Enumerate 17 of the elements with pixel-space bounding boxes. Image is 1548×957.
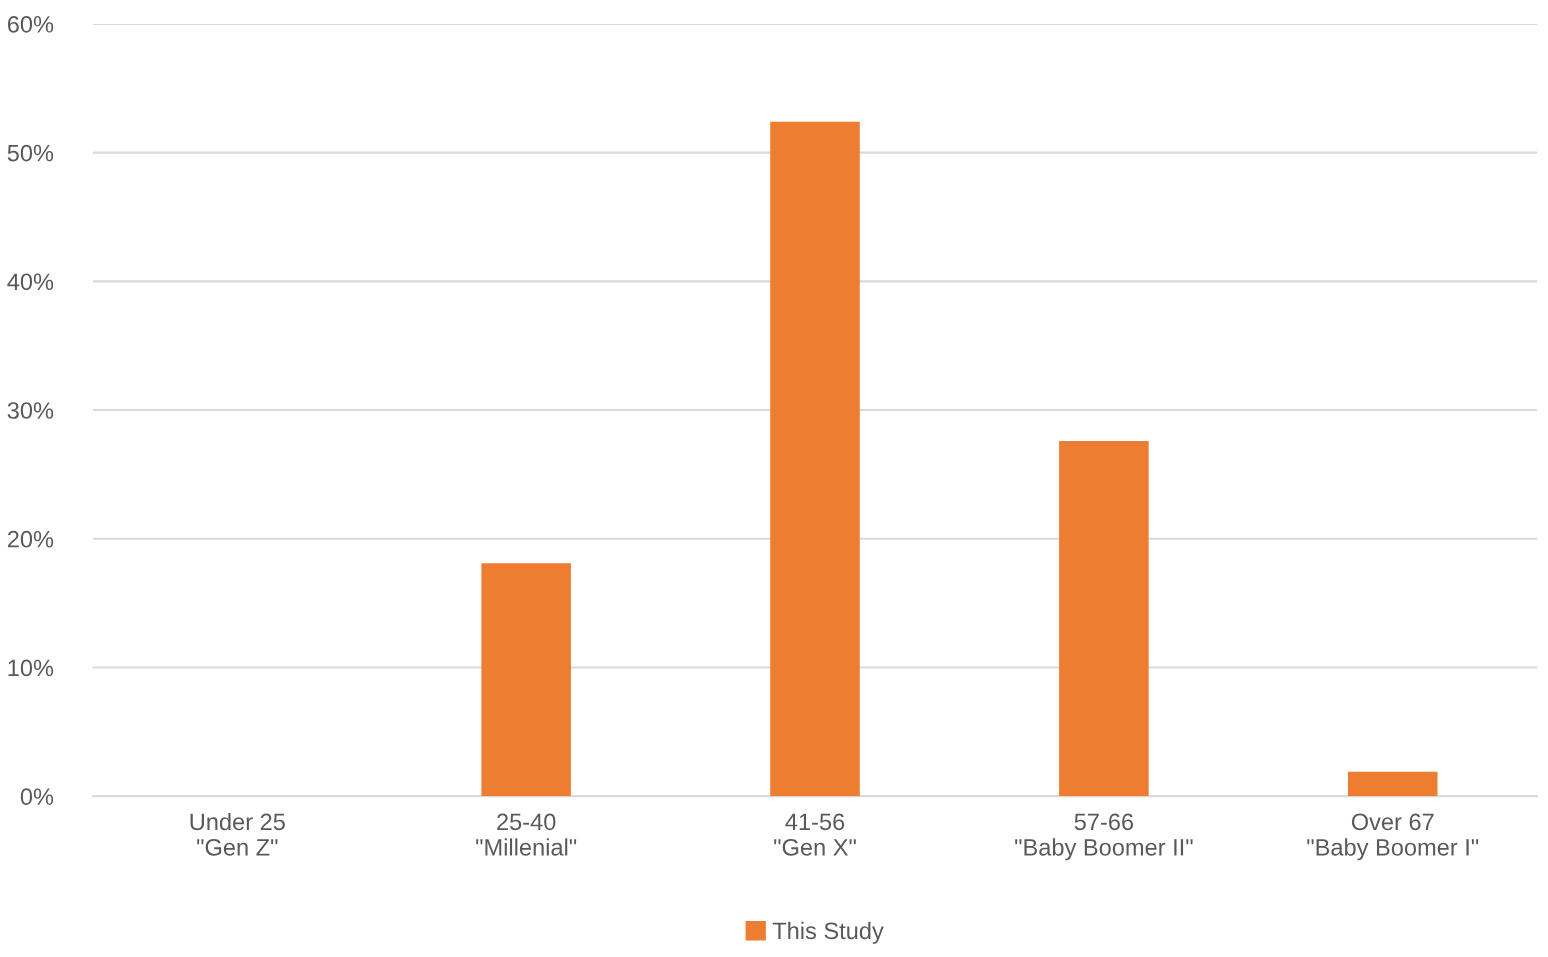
x-tick-label: 41-56 "Gen X" bbox=[774, 813, 856, 856]
y-tick-label: 30% bbox=[7, 402, 54, 419]
y-tick-label: 60% bbox=[7, 15, 54, 33]
bar bbox=[481, 563, 571, 797]
y-tick-label: 50% bbox=[7, 144, 54, 162]
y-tick-label: 0% bbox=[20, 788, 54, 806]
x-tick-label: Under 25 "Gen Z" bbox=[190, 812, 285, 856]
bar bbox=[770, 121, 860, 797]
bar bbox=[1059, 440, 1149, 797]
x-tick-label: Over 67 "Baby Boomer I" bbox=[1307, 813, 1479, 861]
x-tick-label: 57-66 "Baby Boomer II" bbox=[1015, 813, 1193, 861]
bar bbox=[1347, 771, 1438, 797]
legend-label: This Study bbox=[772, 921, 884, 944]
y-tick-label: 40% bbox=[7, 273, 54, 291]
y-tick-label: 20% bbox=[7, 530, 54, 548]
x-tick-label: 25-40 "Millenial" bbox=[476, 813, 577, 856]
y-tick-label: 10% bbox=[8, 659, 54, 677]
